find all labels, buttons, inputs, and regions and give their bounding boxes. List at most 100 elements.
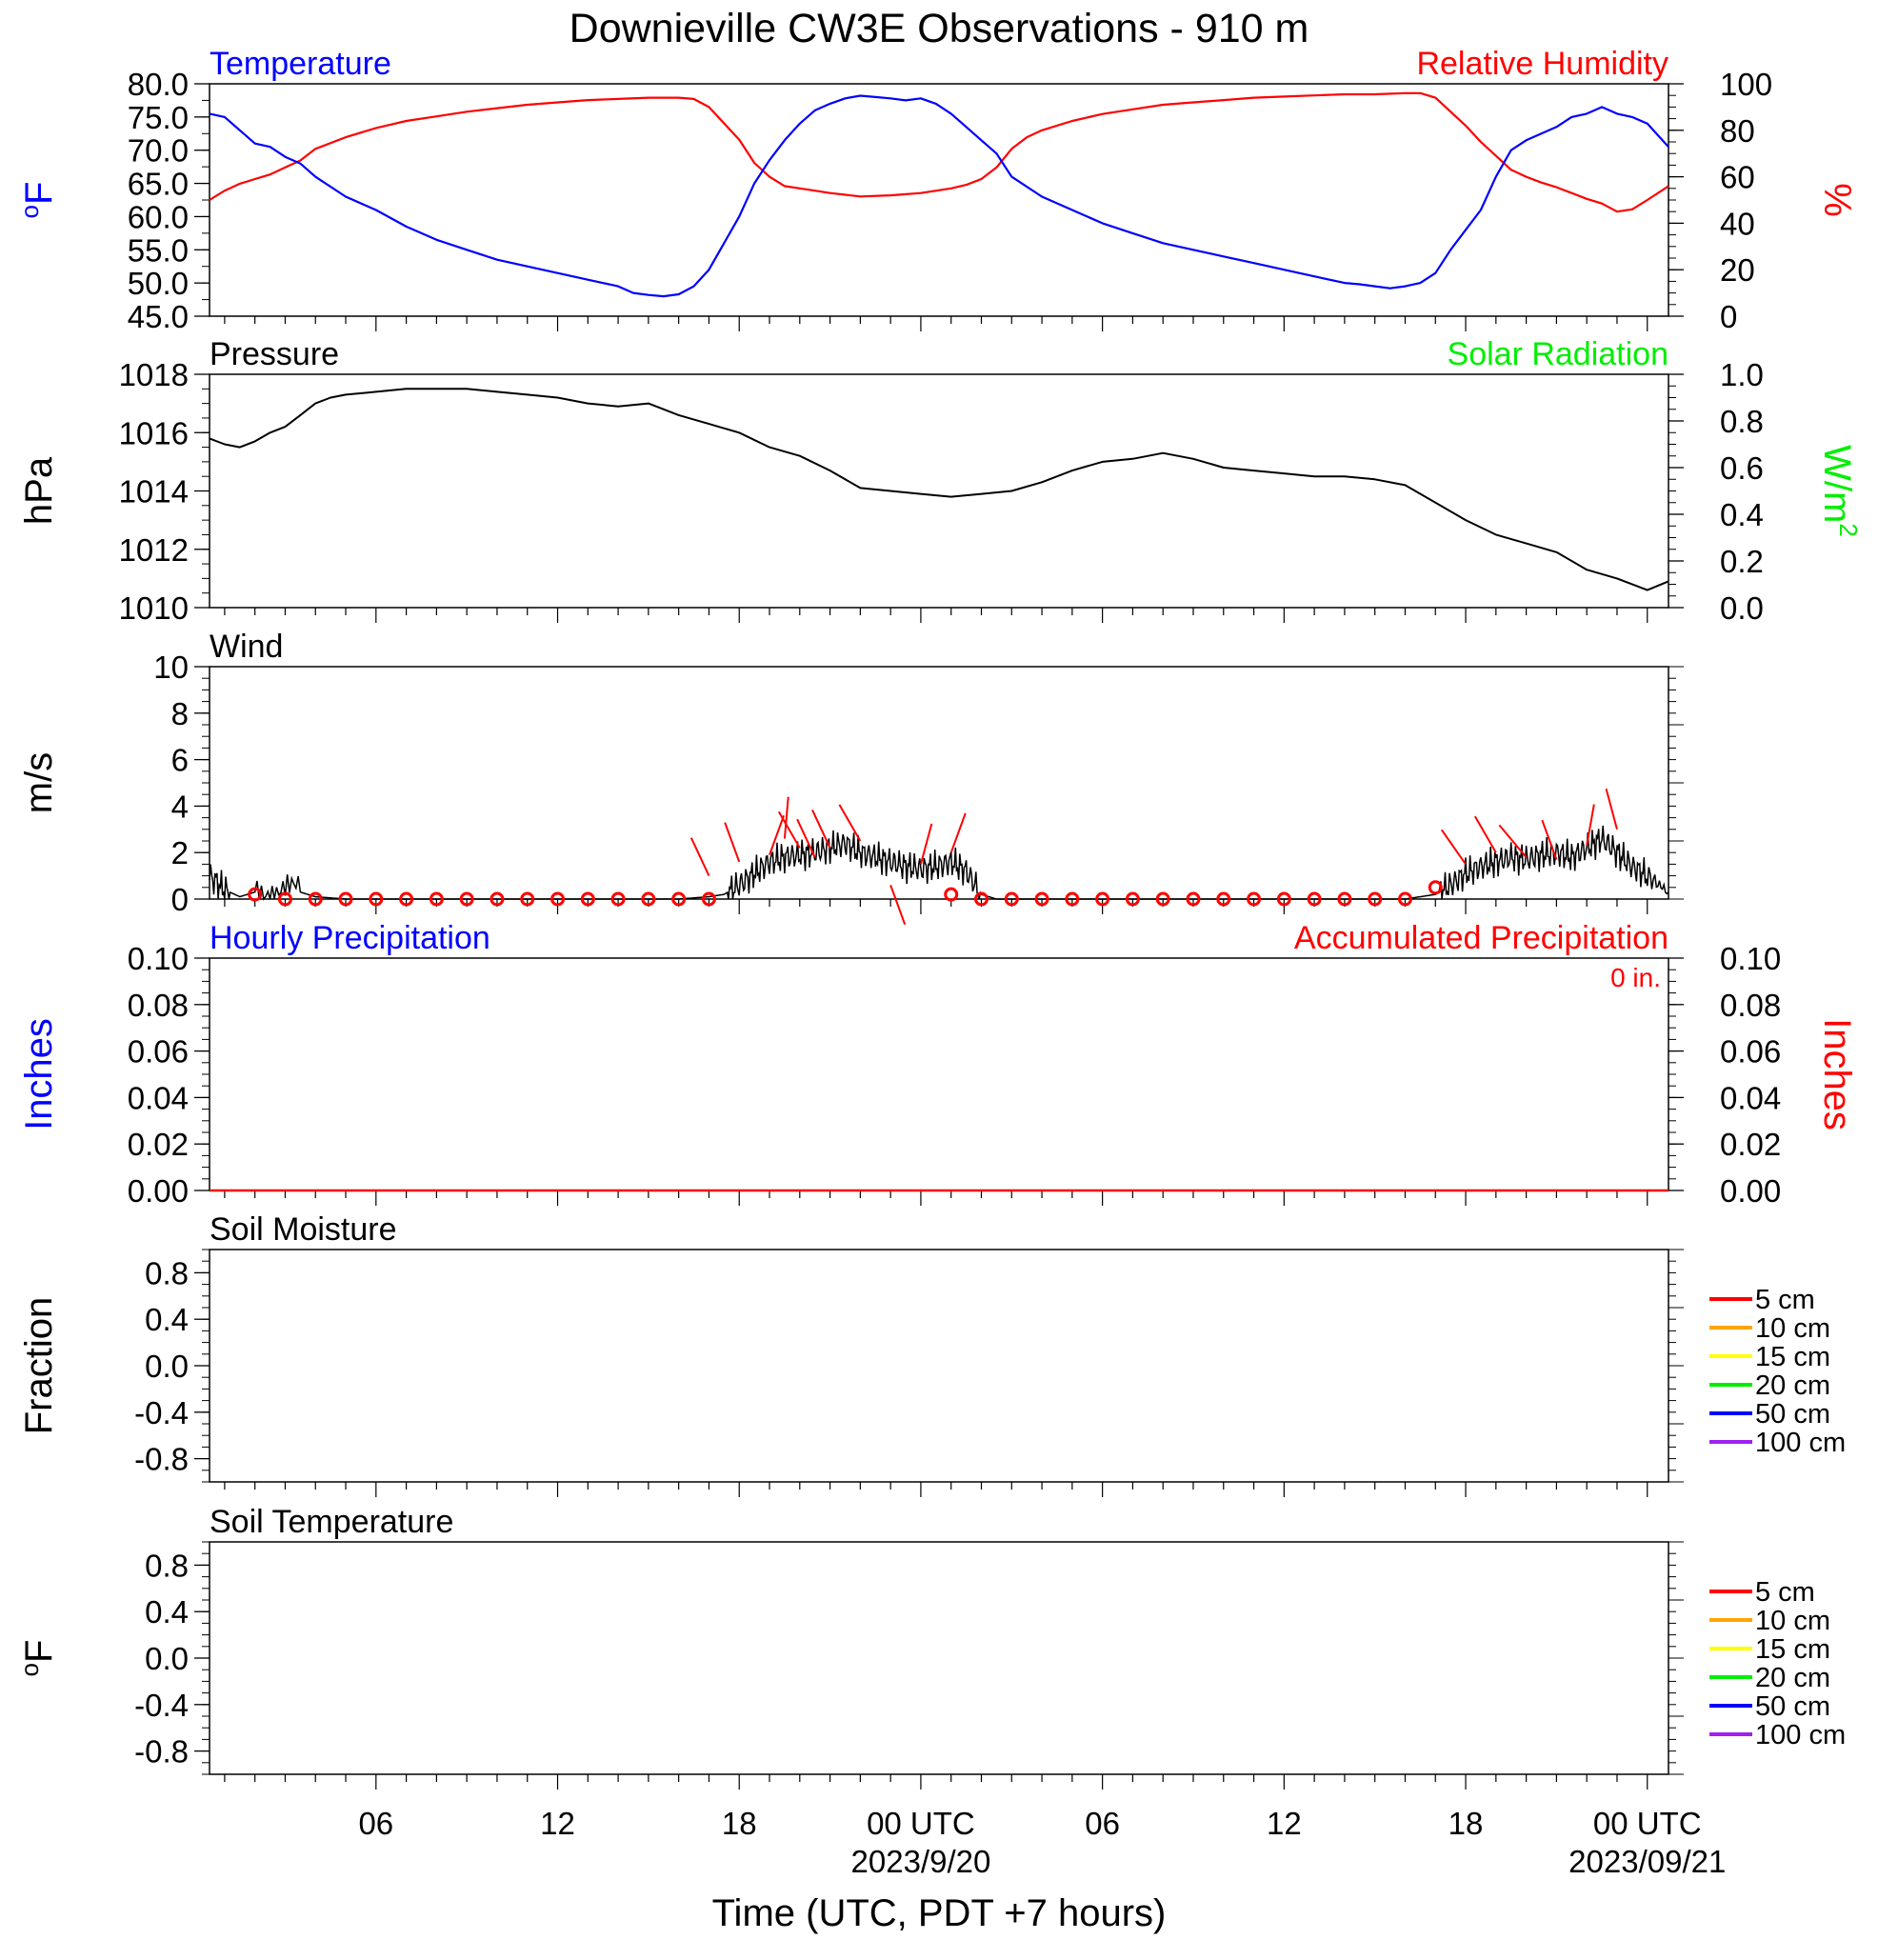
y2-tick-label: 40 <box>1720 206 1755 241</box>
y-tick-label: 0 <box>171 882 189 917</box>
legend-label: 20 cm <box>1755 1663 1830 1693</box>
y2-tick-label: 0.6 <box>1720 450 1764 486</box>
series-line-humidity <box>209 91 1669 213</box>
y2-tick-label: 0.8 <box>1720 404 1764 439</box>
y2-tick-label: 100 <box>1720 67 1772 102</box>
calm-circle <box>338 891 353 907</box>
calm-circle <box>1095 891 1110 907</box>
wind-barb <box>919 823 933 865</box>
y-axis-title-wind: m/s <box>18 752 60 813</box>
calm-circle <box>1004 891 1019 907</box>
y-tick-label: 0.02 <box>128 1127 189 1162</box>
calm-circle <box>610 891 626 907</box>
panel-label-soil-temperature: Soil Temperature <box>210 1504 453 1540</box>
y-tick-label: -0.4 <box>134 1395 189 1430</box>
panel-label-soil-moisture: Soil Moisture <box>210 1211 397 1248</box>
y-tick-label: 1014 <box>119 474 189 510</box>
calm-circle <box>701 891 716 907</box>
y-tick-label: 75.0 <box>128 100 189 135</box>
wind-barb <box>1605 789 1618 830</box>
calm-circle <box>550 891 566 907</box>
y2-tick-label: 80 <box>1720 113 1755 149</box>
y2-tick-label: 1.0 <box>1720 357 1764 392</box>
x-tick-label: 12 <box>540 1806 575 1841</box>
calm-circle <box>459 891 474 907</box>
legend-label: 100 cm <box>1755 1720 1846 1750</box>
wind-barb <box>796 818 816 858</box>
calm-circle <box>429 891 444 907</box>
y2-axis-title-solar: W/m2 <box>1816 445 1863 537</box>
y-axis-title-soil-temperature: oF <box>15 1640 60 1677</box>
legend-label: 15 cm <box>1755 1634 1830 1665</box>
y-axis-title-soil-moisture: Fraction <box>18 1297 60 1435</box>
wind-barb <box>949 812 967 853</box>
calm-circle <box>580 891 595 907</box>
y-tick-label: 0.4 <box>145 1302 189 1337</box>
y2-axis-title-humidity: % <box>1816 183 1858 217</box>
wind-barb <box>811 810 831 849</box>
x-tick-label: 18 <box>1448 1806 1484 1841</box>
series-line-temperature <box>209 94 1669 298</box>
y-tick-label: 0.8 <box>145 1255 189 1290</box>
panel-label-wind: Wind <box>210 629 283 665</box>
y-tick-label: -0.4 <box>134 1688 189 1723</box>
wind-barb <box>1541 819 1558 860</box>
legend-label: 10 cm <box>1755 1606 1830 1636</box>
panel-label-pressure: Pressure <box>210 336 339 372</box>
calm-circle <box>1337 891 1352 907</box>
y-tick-label: 1010 <box>119 590 189 626</box>
wind-barb <box>783 796 789 839</box>
calm-circle <box>489 891 505 907</box>
chart-title: Downieville CW3E Observations - 910 m <box>569 6 1309 51</box>
calm-circle <box>1155 891 1170 907</box>
y-tick-label: 0.0 <box>145 1349 189 1384</box>
panel-soil-moisture: 0.8 0.4 0.0 -0.4 -0.8 Soil Moisture Fraction 5 … <box>18 1211 1846 1497</box>
calm-circle <box>944 887 959 902</box>
y-tick-label: 1018 <box>119 357 189 392</box>
y-tick-label: 55.0 <box>128 232 189 268</box>
y-tick-label: 0.4 <box>145 1594 189 1630</box>
calm-circle <box>1186 891 1201 907</box>
legend-label: 50 cm <box>1755 1399 1830 1430</box>
legend-label: 15 cm <box>1755 1342 1830 1372</box>
panel-label-temperature: Temperature <box>210 46 391 82</box>
y-tick-label: 10 <box>153 650 189 685</box>
calm-circle <box>1368 891 1383 907</box>
x-tick-label: 00 UTC <box>867 1806 975 1841</box>
y-tick-label: 8 <box>171 696 189 731</box>
wind-barb <box>689 837 710 877</box>
x-axis-title: Time (UTC, PDT +7 hours) <box>712 1892 1167 1934</box>
y-tick-label: 1012 <box>119 532 189 568</box>
calm-circle <box>1216 891 1231 907</box>
calm-circle <box>1065 891 1080 907</box>
legend-label: 20 cm <box>1755 1370 1830 1401</box>
legend-label: 5 cm <box>1755 1577 1815 1608</box>
wind-barb <box>777 810 801 849</box>
calm-circle <box>520 891 535 907</box>
y-tick-label: -0.8 <box>134 1442 189 1477</box>
calm-circle <box>369 891 384 907</box>
y2-tick-label: 60 <box>1720 160 1755 195</box>
x-tick-label: 06 <box>358 1806 393 1841</box>
wind-barb <box>838 804 862 842</box>
panel-wind: 10 8 6 4 2 0 Wind m/s <box>18 629 1684 926</box>
wind-barb <box>1586 804 1595 847</box>
y2-tick-label: 0.02 <box>1720 1127 1781 1162</box>
y-tick-label: 0.00 <box>128 1173 189 1209</box>
wind-barb <box>1473 815 1497 853</box>
y2-tick-label: 0.10 <box>1720 941 1781 976</box>
y2-tick-label: 0.06 <box>1720 1034 1781 1070</box>
y-tick-label: 0.8 <box>145 1548 189 1583</box>
calm-circle <box>1307 891 1322 907</box>
y-tick-label: 1016 <box>119 415 189 450</box>
y2-tick-label: 0.2 <box>1720 544 1764 579</box>
calm-circle <box>1397 891 1412 907</box>
wind-barb <box>724 822 741 863</box>
x-tick-date-label: 2023/9/20 <box>851 1844 991 1879</box>
y2-tick-label: 0.04 <box>1720 1080 1781 1115</box>
calm-circle <box>1276 891 1291 907</box>
legend-label: 100 cm <box>1755 1428 1846 1458</box>
